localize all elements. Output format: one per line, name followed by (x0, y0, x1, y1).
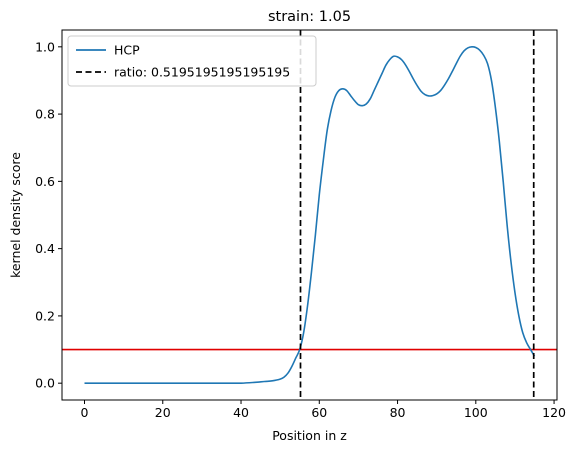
x-axis-label: Position in z (272, 428, 347, 443)
x-axis-ticks: 0 20 40 60 80 100 120 (81, 400, 566, 420)
legend-box (67, 35, 317, 87)
x-tick-label: 80 (390, 405, 406, 420)
y-tick-label: 0.6 (35, 174, 55, 189)
series-layer (84, 46, 536, 385)
plot-area (61, 29, 558, 401)
y-tick-label: 0.8 (35, 107, 55, 122)
legend-item: HCP (76, 43, 140, 58)
x-tick-label: 0 (81, 405, 89, 420)
x-tick-label: 100 (464, 405, 488, 420)
x-tick-label: 120 (542, 405, 566, 420)
y-axis-ticks: 0.0 0.2 0.4 0.6 0.8 1.0 (35, 39, 62, 391)
legend-label: HCP (114, 43, 140, 58)
axes-background (62, 30, 557, 400)
chart-title: strain: 1.05 (268, 9, 351, 25)
x-tick-label: 20 (155, 405, 171, 420)
x-tick-label: 60 (311, 405, 327, 420)
x-tick-label: 40 (233, 405, 249, 420)
y-axis-label: kernel density score (8, 152, 23, 278)
legend: HCP ratio: 0.5195195195195195 (67, 35, 317, 87)
y-tick-label: 1.0 (35, 39, 55, 54)
y-tick-label: 0.0 (35, 376, 55, 391)
legend-item: ratio: 0.5195195195195195 (76, 65, 290, 80)
series-line-hcp (84, 46, 536, 385)
legend-label: ratio: 0.5195195195195195 (114, 65, 290, 80)
axes-frame (61, 29, 558, 401)
y-tick-label: 0.2 (35, 308, 55, 323)
y-tick-label: 0.4 (35, 241, 55, 256)
ratio-lines (299, 30, 535, 400)
